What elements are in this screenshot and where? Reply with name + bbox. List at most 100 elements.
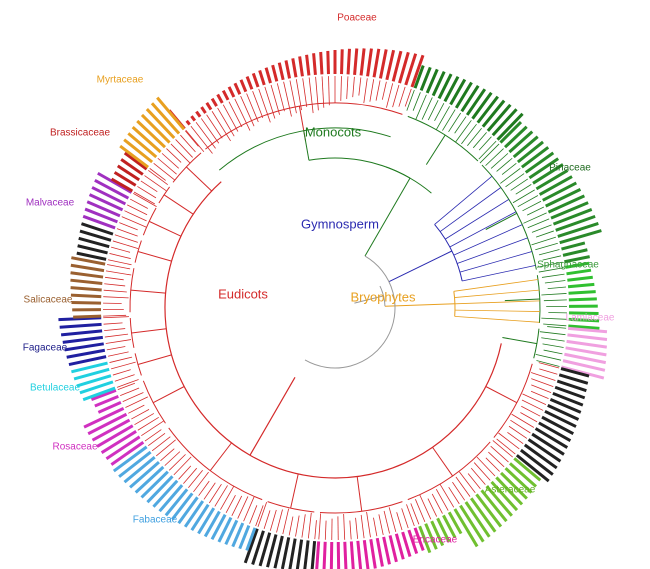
branch: [388, 507, 397, 532]
branch: [221, 89, 230, 101]
branch: [77, 244, 108, 255]
labels: Poaceae Myrtaceae Monocots Brassicaceae Pina…: [23, 13, 615, 546]
family-label: Ericaceae: [413, 535, 458, 546]
branch: [128, 404, 145, 414]
branch: [164, 488, 189, 517]
branch: [304, 255, 396, 369]
branch: [406, 504, 415, 527]
branch: [564, 255, 590, 264]
branch: [110, 440, 145, 466]
branch: [190, 115, 197, 122]
branch: [112, 445, 148, 473]
branch: [508, 425, 528, 439]
branch: [360, 514, 365, 539]
branch: [100, 430, 137, 454]
branch: [503, 125, 528, 149]
branch: [156, 96, 186, 131]
branch: [358, 77, 362, 96]
branch: [454, 315, 540, 323]
branch: [488, 451, 505, 468]
branch: [172, 152, 202, 183]
branch: [537, 261, 563, 268]
branch: [103, 289, 127, 293]
branch: [531, 236, 557, 246]
branch: [134, 413, 155, 426]
branch: [227, 86, 236, 98]
branch: [103, 322, 123, 325]
branch: [343, 514, 346, 540]
branch: [476, 95, 499, 124]
branch: [391, 50, 403, 82]
branch: [198, 480, 210, 496]
branch: [340, 76, 342, 101]
branch: [542, 181, 577, 202]
branch: [97, 401, 122, 414]
branch: [264, 67, 272, 84]
branch: [356, 476, 363, 512]
branch: [538, 249, 560, 256]
branch: [106, 346, 126, 351]
branch: [449, 211, 517, 248]
family-label: Myrtaceae: [97, 75, 144, 86]
branch: [475, 493, 503, 528]
branch: [68, 355, 107, 367]
branch: [245, 76, 254, 90]
branch: [178, 465, 192, 480]
branch: [491, 108, 518, 137]
branch: [290, 473, 299, 509]
branch: [258, 532, 272, 567]
branch: [511, 413, 535, 428]
branch: [326, 50, 330, 75]
branch: [566, 339, 608, 349]
branch: [534, 427, 569, 449]
branch: [258, 70, 266, 86]
branch: [388, 250, 453, 283]
branch: [210, 97, 218, 107]
branch: [103, 314, 127, 317]
branch: [419, 494, 432, 520]
branch: [150, 102, 181, 135]
branch: [144, 429, 162, 442]
branch: [354, 295, 384, 304]
branch: [190, 503, 210, 532]
branch: [231, 522, 245, 548]
branch: [137, 416, 159, 431]
branch: [557, 222, 599, 238]
branch: [478, 136, 492, 151]
branch: [301, 514, 306, 538]
branch: [112, 240, 139, 249]
branch: [94, 395, 119, 408]
branch: [535, 230, 554, 238]
branch: [203, 510, 221, 538]
branch: [460, 84, 480, 113]
branch: [449, 78, 467, 106]
branch: [366, 511, 371, 538]
branch: [547, 326, 567, 329]
branch: [383, 510, 390, 534]
branch: [149, 168, 166, 181]
branch: [448, 486, 460, 505]
branch: [461, 123, 477, 145]
branch: [419, 66, 432, 91]
branch: [467, 127, 482, 146]
branch: [544, 409, 577, 428]
branch: [364, 177, 411, 257]
branch: [486, 103, 512, 132]
branch: [252, 90, 264, 118]
branch: [273, 535, 284, 569]
branch: [160, 448, 175, 462]
branch: [94, 178, 130, 200]
branch: [80, 222, 114, 236]
branch: [469, 497, 497, 533]
branch: [538, 267, 564, 273]
family-label: Rosaceae: [52, 442, 97, 453]
branch: [234, 98, 251, 131]
branch: [161, 153, 180, 169]
branch: [82, 214, 116, 230]
branch: [220, 486, 234, 510]
branch: [363, 78, 368, 104]
branch: [562, 359, 606, 372]
branch: [315, 76, 319, 111]
branch: [490, 153, 509, 169]
branch: [499, 120, 523, 144]
